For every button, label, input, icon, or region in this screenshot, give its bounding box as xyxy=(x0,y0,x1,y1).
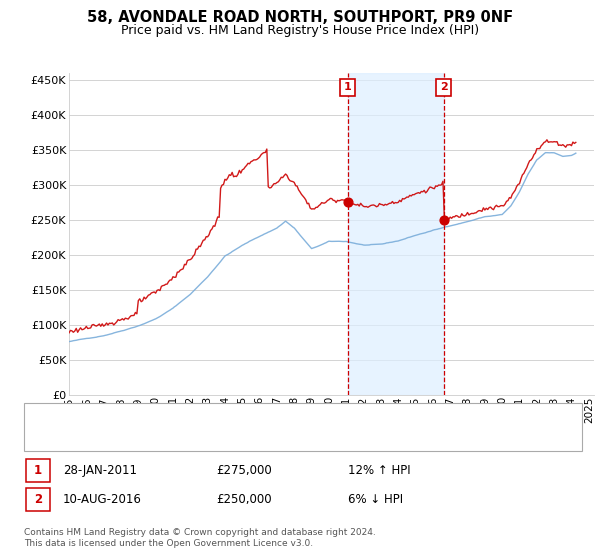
Text: 28-JAN-2011: 28-JAN-2011 xyxy=(63,464,137,477)
Text: Contains HM Land Registry data © Crown copyright and database right 2024.
This d: Contains HM Land Registry data © Crown c… xyxy=(24,528,376,548)
Text: 12% ↑ HPI: 12% ↑ HPI xyxy=(348,464,410,477)
Text: 58, AVONDALE ROAD NORTH, SOUTHPORT, PR9 0NF: 58, AVONDALE ROAD NORTH, SOUTHPORT, PR9 … xyxy=(87,10,513,25)
Text: Price paid vs. HM Land Registry's House Price Index (HPI): Price paid vs. HM Land Registry's House … xyxy=(121,24,479,36)
Text: £275,000: £275,000 xyxy=(216,464,272,477)
Text: 1: 1 xyxy=(34,464,42,477)
Text: 2: 2 xyxy=(440,82,448,92)
Point xyxy=(343,198,352,207)
Bar xyxy=(347,73,443,395)
Point xyxy=(439,216,448,225)
Text: 2: 2 xyxy=(34,493,42,506)
Text: 1: 1 xyxy=(344,82,352,92)
Legend: 58, AVONDALE ROAD NORTH, SOUTHPORT, PR9 0NF (detached house), HPI: Average price: 58, AVONDALE ROAD NORTH, SOUTHPORT, PR9 … xyxy=(35,409,433,438)
Text: 10-AUG-2016: 10-AUG-2016 xyxy=(63,493,142,506)
Text: £250,000: £250,000 xyxy=(216,493,272,506)
Text: 6% ↓ HPI: 6% ↓ HPI xyxy=(348,493,403,506)
